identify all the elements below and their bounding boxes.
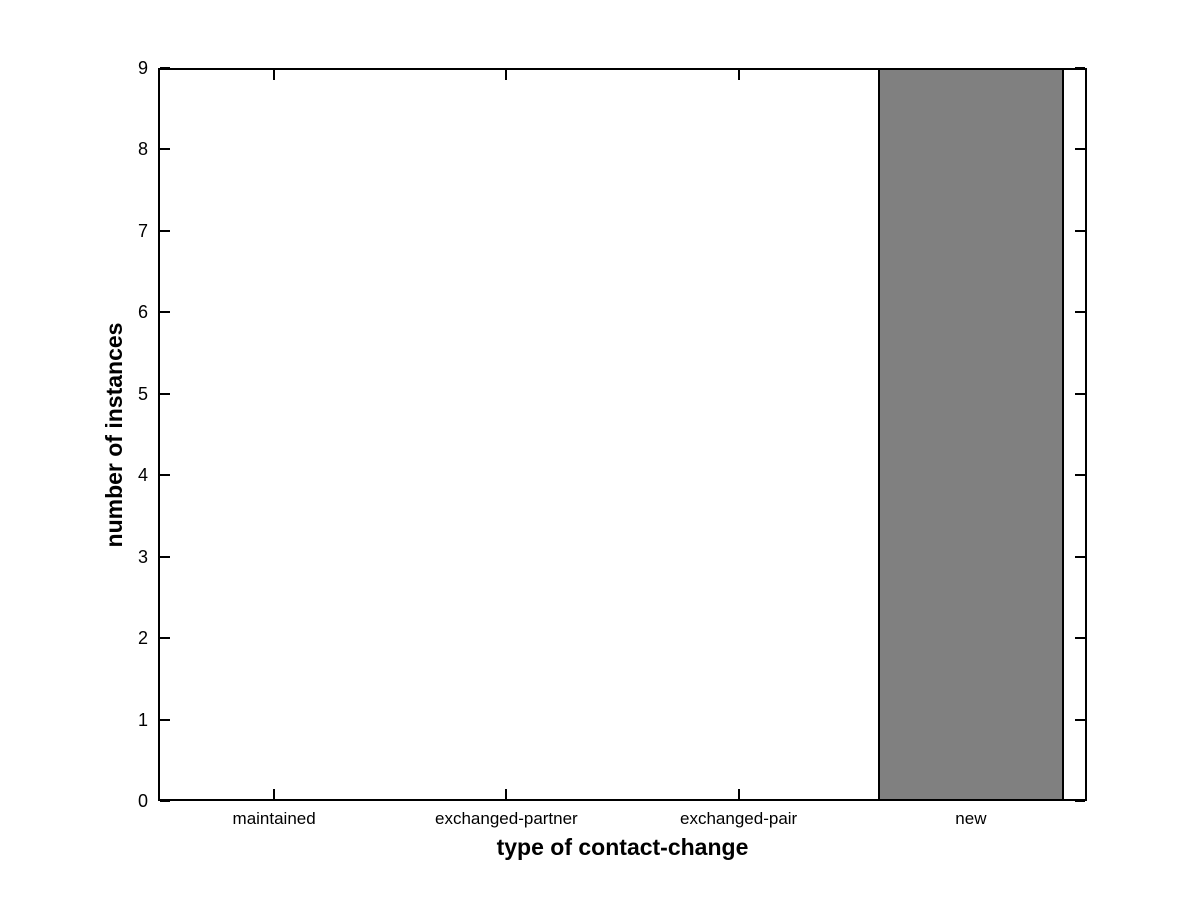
y-tick-left (160, 67, 170, 69)
y-tick-right (1075, 311, 1085, 314)
y-tick-right (1075, 637, 1085, 640)
y-tick-left (160, 474, 170, 477)
y-tick-right (1075, 718, 1085, 721)
y-tick-left (160, 148, 170, 151)
x-axis-label: type of contact-change (496, 834, 749, 860)
x-tick-top (273, 70, 276, 80)
y-tick-label: 1 (137, 709, 148, 730)
x-tick-label: exchanged-partner (435, 809, 578, 828)
y-tick-right (1075, 392, 1085, 395)
y-tick-right (1075, 800, 1085, 802)
y-tick-label: 8 (137, 139, 148, 160)
y-tick-label: 4 (137, 465, 148, 486)
y-tick-right (1075, 67, 1085, 69)
y-tick-left (160, 637, 170, 640)
y-tick-label: 2 (137, 628, 148, 649)
y-axis-label: number of instances (101, 322, 127, 548)
y-tick-label: 3 (137, 546, 148, 567)
y-tick-label: 6 (137, 302, 148, 323)
x-tick-label: maintained (232, 809, 316, 828)
y-tick-label: 7 (137, 220, 148, 241)
y-tick-right (1075, 555, 1085, 558)
y-tick-left (160, 800, 170, 802)
y-tick-right (1075, 229, 1085, 232)
y-tick-left (160, 555, 170, 558)
x-tick-top (505, 70, 508, 80)
x-tick-bottom (737, 789, 740, 799)
x-tick-bottom (505, 789, 508, 799)
y-tick-left (160, 718, 170, 721)
x-tick-bottom (273, 789, 276, 799)
y-tick-left (160, 229, 170, 232)
y-tick-label: 5 (137, 383, 148, 404)
y-tick-left (160, 311, 170, 314)
bar-new (877, 68, 1064, 801)
y-tick-label: 0 (137, 791, 148, 811)
y-tick-label: 9 (137, 58, 148, 78)
x-tick-label: new (955, 809, 987, 828)
x-tick-label: exchanged-pair (680, 809, 798, 828)
x-tick-top (737, 70, 740, 80)
y-tick-right (1075, 474, 1085, 477)
y-tick-left (160, 392, 170, 395)
y-tick-right (1075, 148, 1085, 151)
